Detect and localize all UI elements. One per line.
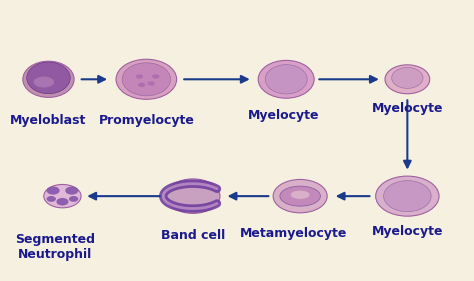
Text: Myelocyte: Myelocyte bbox=[372, 225, 443, 238]
Ellipse shape bbox=[383, 181, 431, 212]
Text: Promyelocyte: Promyelocyte bbox=[99, 114, 194, 127]
Ellipse shape bbox=[46, 196, 56, 202]
Circle shape bbox=[138, 83, 146, 87]
Circle shape bbox=[152, 74, 159, 79]
Ellipse shape bbox=[392, 67, 423, 89]
Text: Metamyelocyte: Metamyelocyte bbox=[239, 227, 347, 240]
Ellipse shape bbox=[69, 196, 78, 202]
Text: Myelocyte: Myelocyte bbox=[248, 109, 319, 122]
Ellipse shape bbox=[44, 184, 81, 208]
Ellipse shape bbox=[291, 191, 310, 199]
Text: Segmented
Neutrophil: Segmented Neutrophil bbox=[16, 233, 95, 261]
Ellipse shape bbox=[265, 65, 307, 94]
Ellipse shape bbox=[273, 180, 327, 213]
Ellipse shape bbox=[34, 77, 54, 87]
Text: Band cell: Band cell bbox=[161, 229, 225, 242]
Ellipse shape bbox=[122, 63, 171, 96]
Text: Myelocyte: Myelocyte bbox=[372, 102, 443, 115]
Ellipse shape bbox=[258, 60, 314, 98]
Circle shape bbox=[136, 74, 143, 79]
Ellipse shape bbox=[27, 62, 70, 94]
Ellipse shape bbox=[116, 59, 177, 99]
Ellipse shape bbox=[56, 198, 69, 205]
Ellipse shape bbox=[280, 186, 320, 206]
Ellipse shape bbox=[65, 187, 78, 195]
Ellipse shape bbox=[376, 176, 439, 216]
Ellipse shape bbox=[166, 179, 220, 213]
Ellipse shape bbox=[385, 65, 430, 94]
Ellipse shape bbox=[23, 61, 74, 98]
Ellipse shape bbox=[46, 187, 60, 195]
Text: Myeloblast: Myeloblast bbox=[10, 114, 87, 127]
Circle shape bbox=[147, 81, 155, 86]
